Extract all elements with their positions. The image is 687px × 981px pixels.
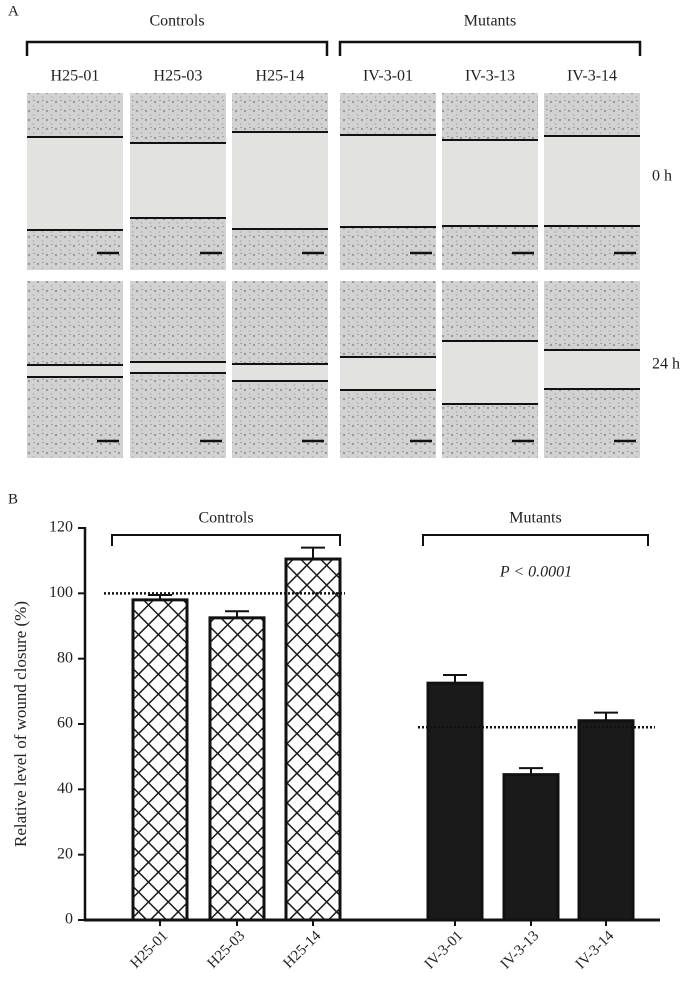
wound-area xyxy=(544,350,640,389)
sample-label: H25-14 xyxy=(256,68,305,85)
wound-area xyxy=(340,135,436,227)
wound-area xyxy=(544,136,640,226)
x-tick-label: IV-3-14 xyxy=(573,928,618,973)
y-tick-label: 20 xyxy=(57,845,73,862)
x-tick-label: IV-3-13 xyxy=(498,928,543,973)
x-tick-label: IV-3-01 xyxy=(422,928,467,973)
error-bar xyxy=(225,610,249,618)
y-tick-label: 40 xyxy=(57,780,73,797)
wound-area xyxy=(27,137,123,230)
y-tick-label: 60 xyxy=(57,715,73,732)
sample-label: H25-01 xyxy=(51,68,100,85)
group-bracket xyxy=(25,40,329,56)
group-label: Controls xyxy=(149,13,204,30)
group-bracket xyxy=(338,40,642,56)
y-tick-label: 120 xyxy=(49,519,73,536)
bar xyxy=(502,773,560,922)
bar xyxy=(208,616,266,922)
error-bar xyxy=(594,711,618,721)
wound-area xyxy=(442,341,538,404)
error-bar xyxy=(301,546,325,560)
sample-label: IV-3-14 xyxy=(567,68,617,85)
wound-area xyxy=(130,362,226,373)
bar xyxy=(284,557,342,922)
x-tick-label: H25-01 xyxy=(128,928,172,972)
sample-label: IV-3-13 xyxy=(465,68,515,85)
y-tick-label: 80 xyxy=(57,649,73,666)
panel-label: B xyxy=(8,491,18,507)
bar xyxy=(131,598,189,922)
group-label: Controls xyxy=(198,510,253,527)
y-tick-label: 100 xyxy=(49,584,73,601)
sample-label: IV-3-01 xyxy=(363,68,413,85)
group-label: Mutants xyxy=(509,510,561,527)
x-tick-label: H25-14 xyxy=(281,928,325,972)
y-tick-label: 0 xyxy=(65,911,73,928)
group-label: Mutants xyxy=(464,13,516,30)
row-label: 0 h xyxy=(652,168,672,185)
sample-label: H25-03 xyxy=(154,68,203,85)
wound-area xyxy=(27,365,123,377)
group-bracket xyxy=(111,534,341,546)
error-bar xyxy=(148,593,172,600)
wound-area xyxy=(442,140,538,226)
group-bracket xyxy=(422,534,649,546)
panel-label: A xyxy=(8,3,19,19)
x-tick-label: H25-03 xyxy=(205,928,249,972)
y-axis-label: Relative level of wound closure (%) xyxy=(11,601,30,847)
bar xyxy=(426,681,484,922)
error-bar xyxy=(519,767,543,775)
wound-area xyxy=(232,364,328,381)
error-bar xyxy=(443,674,467,684)
wound-area xyxy=(340,357,436,390)
annotation: P < 0.0001 xyxy=(499,564,572,581)
bar xyxy=(577,719,635,922)
wound-area xyxy=(232,132,328,229)
row-label: 24 h xyxy=(652,356,680,373)
wound-area xyxy=(130,143,226,218)
